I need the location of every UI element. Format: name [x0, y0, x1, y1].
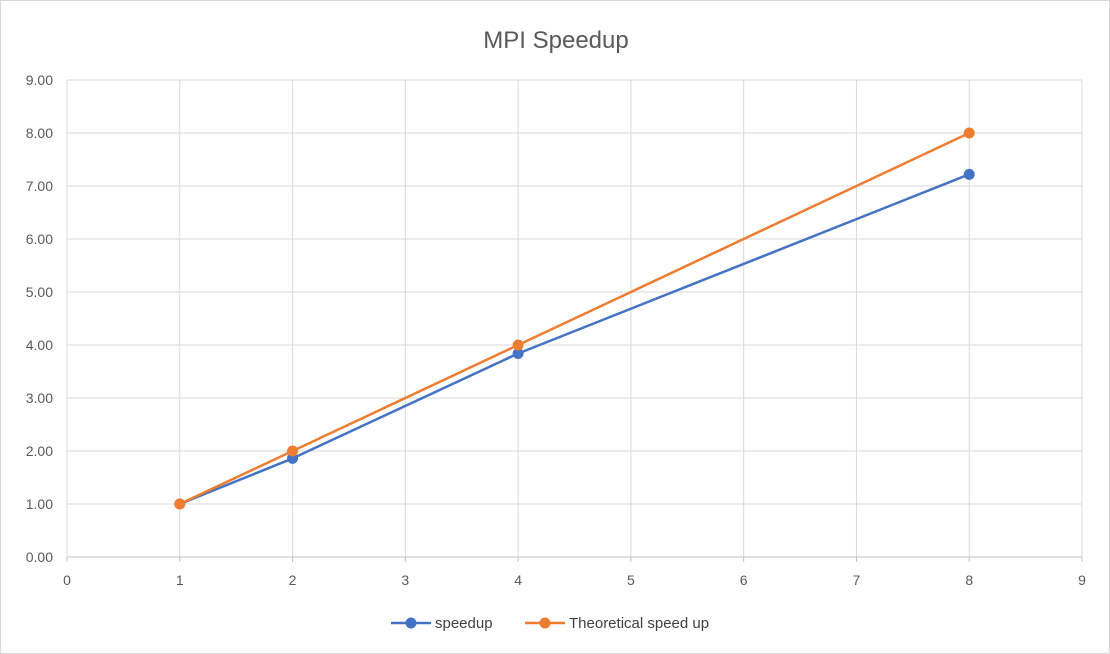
series-layer: [174, 127, 975, 510]
y-tick-label: 5.00: [26, 284, 53, 300]
gridlines: [67, 79, 1083, 557]
chart-title: MPI Speedup: [483, 27, 628, 54]
x-tick-label: 3: [401, 572, 409, 588]
y-tick-label: 7.00: [26, 178, 53, 194]
legend-entry: speedup: [435, 615, 493, 632]
y-tick-label: 4.00: [26, 337, 53, 353]
x-tick-label: 9: [1078, 572, 1086, 588]
legend-marker: [405, 617, 417, 629]
axes: 0.00 1.00 2.00 3.00 4.00 5.00 6.00 7.00 8.00 9.00…: [26, 72, 1086, 588]
data-point: [287, 445, 299, 457]
legend-entry: Theoretical speed up: [569, 615, 709, 632]
data-point: [174, 498, 186, 510]
series-line: [179, 173, 970, 506]
x-tick-label: 7: [853, 572, 861, 588]
data-point: [963, 168, 975, 180]
y-tick-label: 3.00: [26, 390, 53, 406]
x-tick-label: 6: [740, 572, 748, 588]
series-0: [174, 168, 975, 510]
x-tick-label: 5: [627, 572, 635, 588]
legend-marker: [539, 617, 551, 629]
data-point: [512, 339, 524, 351]
y-tick-label: 2.00: [26, 443, 53, 459]
series-1: [174, 127, 975, 510]
series-line: [179, 131, 970, 506]
y-tick-label: 9.00: [26, 72, 53, 88]
x-tick-label: 8: [965, 572, 973, 588]
y-tick-label: 0.00: [26, 549, 53, 565]
legend: speedup Theoretical speed up: [391, 615, 709, 632]
x-tick-label: 4: [514, 572, 522, 588]
x-tick-label: 1: [176, 572, 184, 588]
data-point: [512, 347, 524, 359]
y-tick-label: 6.00: [26, 231, 53, 247]
y-tick-label: 8.00: [26, 125, 53, 141]
x-tick-label: 2: [289, 572, 297, 588]
data-point: [963, 127, 975, 139]
x-tick-label: 0: [63, 572, 71, 588]
y-tick-label: 1.00: [26, 496, 53, 512]
